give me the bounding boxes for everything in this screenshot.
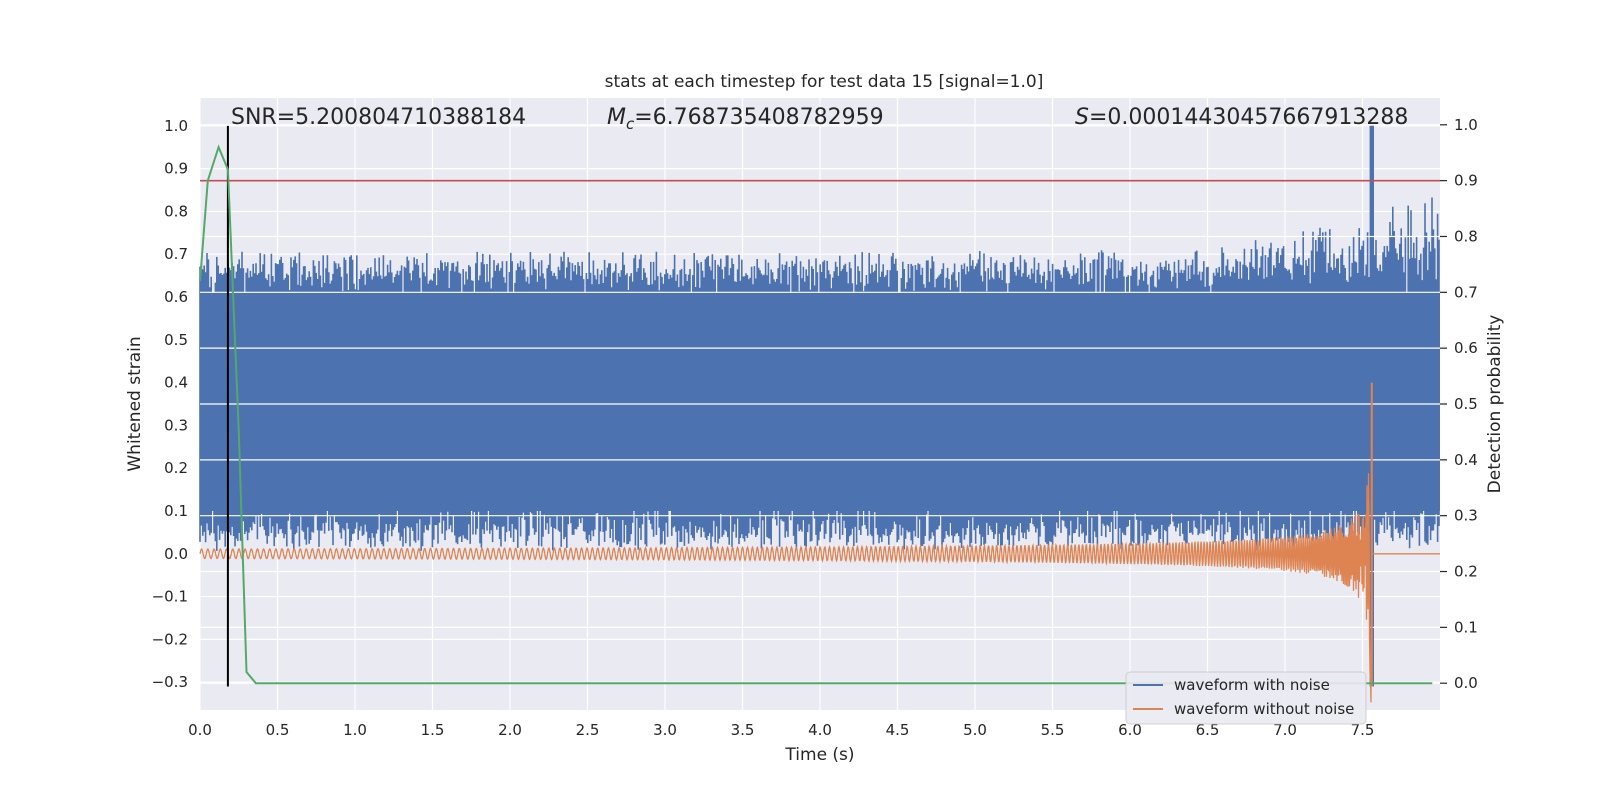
waveform-without-noise-line [199, 399, 1440, 703]
chirp-mass-value: =6.768735408782959 [634, 105, 883, 130]
y-left-tick-label: −0.3 [152, 673, 188, 691]
chirp-mass-annotation: Mc=6.768735408782959 [607, 105, 884, 133]
x-tick-label: 6.5 [1196, 721, 1220, 739]
x-tick-label: 1.0 [343, 721, 367, 739]
waveform-with-noise-core [200, 292, 1440, 511]
y-left-tick-label: 0.4 [164, 374, 188, 392]
y-right-tick-label: 0.3 [1454, 507, 1478, 525]
y-left-tick-label: 0.8 [164, 202, 188, 220]
y-right-axis-label: Detection probability [1485, 315, 1505, 494]
legend-box [1125, 671, 1367, 725]
y-left-tick-label: 0.6 [164, 288, 188, 306]
x-tick-label: 5.5 [1041, 721, 1065, 739]
y-left-tick-label: 0.5 [164, 331, 188, 349]
x-tick-label: 7.0 [1273, 721, 1297, 739]
x-tick-label: 2.0 [498, 721, 522, 739]
s-annotation: S=0.00014430457667913288 [1075, 105, 1408, 130]
x-tick-label: 3.5 [731, 721, 755, 739]
x-tick-label: 0.5 [266, 721, 290, 739]
x-tick-label: 0.0 [188, 721, 212, 739]
waveform-with-noise-series [199, 125, 1440, 687]
y-left-tick-label: 1.0 [164, 117, 188, 135]
legend-label-noise: waveform with noise [1174, 676, 1330, 694]
y-right-tick-label: 0.8 [1454, 227, 1478, 245]
x-tick-label: 4.5 [886, 721, 910, 739]
x-tick-label: 1.5 [421, 721, 445, 739]
y-left-tick-label: 0.2 [164, 459, 188, 477]
y-right-tick-label: 1.0 [1454, 116, 1478, 134]
legend-label-clean: waveform without noise [1174, 700, 1354, 718]
y-right-tick-label: 0.2 [1454, 563, 1478, 581]
y-left-tick-label: −0.2 [152, 630, 188, 648]
y-right-tick-label: 0.9 [1454, 172, 1478, 190]
y-right-tick-label: 0.0 [1454, 674, 1478, 692]
x-tick-label: 5.0 [963, 721, 987, 739]
chirp-mass-symbol: M [607, 105, 626, 130]
y-right-axis-ticks: 1.0 0.9 0.8 0.7 0.6 0.5 0.4 0.3 0.2 0.1 0.0 [1440, 116, 1478, 692]
x-tick-label: 3.0 [653, 721, 677, 739]
y-right-tick-label: 0.5 [1454, 395, 1478, 413]
y-left-tick-label: 0.1 [164, 502, 188, 520]
s-value: =0.00014430457667913288 [1089, 105, 1408, 130]
x-tick-label: 6.0 [1118, 721, 1142, 739]
waveform-without-noise-series [199, 382, 1440, 703]
y-left-tick-label: 0.0 [164, 545, 188, 563]
y-right-tick-label: 0.1 [1454, 618, 1478, 636]
y-left-tick-label: −0.1 [152, 588, 188, 606]
y-left-axis-label: Whitened strain [125, 336, 145, 471]
x-axis-label: Time (s) [784, 745, 854, 765]
legend: waveform with noise waveform without noi… [1125, 671, 1367, 725]
chart-title: stats at each timestep for test data 15 … [605, 72, 1044, 92]
y-right-tick-label: 0.4 [1454, 451, 1478, 469]
y-right-tick-label: 0.6 [1454, 339, 1478, 357]
y-left-tick-label: 0.7 [164, 245, 188, 263]
y-left-tick-label: 0.9 [164, 160, 188, 178]
s-symbol: S [1075, 105, 1089, 130]
x-axis-ticks: 0.0 0.5 1.0 1.5 2.0 2.5 3.0 3.5 4.0 4.5 5.0 5.5 6.0 6… [188, 721, 1374, 739]
y-left-axis-ticks: 1.0 0.9 0.8 0.7 0.6 0.5 0.4 0.3 0.2 0.1 0.0 −0.1 −0.… [152, 117, 188, 691]
snr-annotation: SNR=5.200804710388184 [231, 105, 526, 130]
y-left-tick-label: 0.3 [164, 416, 188, 434]
detection-probability-series [199, 144, 1433, 685]
y-right-tick-label: 0.7 [1454, 283, 1478, 301]
x-tick-label: 7.5 [1351, 721, 1375, 739]
x-tick-label: 2.5 [576, 721, 600, 739]
x-tick-label: 4.0 [808, 721, 832, 739]
chirp-mass-subscript: c [626, 115, 635, 133]
